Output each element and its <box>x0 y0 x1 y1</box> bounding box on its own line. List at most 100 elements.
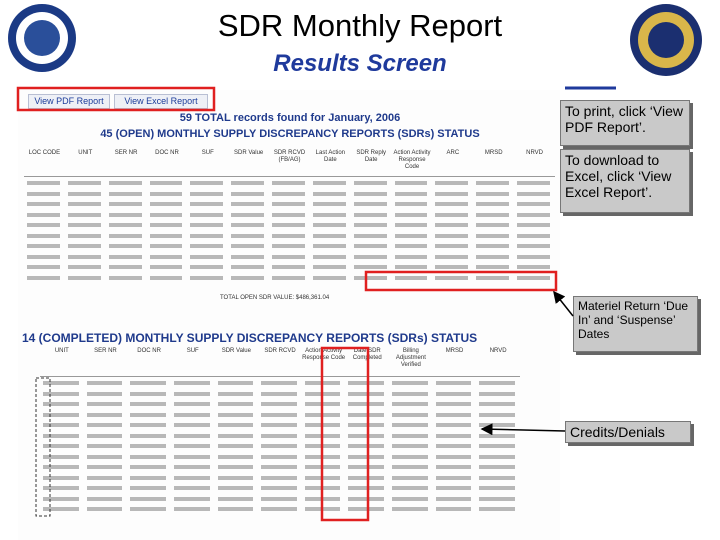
column-header: NRVD <box>489 348 507 354</box>
cell-placeholder <box>149 212 183 217</box>
cell-placeholder <box>27 223 60 227</box>
cell-placeholder <box>108 254 142 259</box>
cell-placeholder <box>353 275 387 280</box>
cell-placeholder <box>173 391 210 396</box>
cell-placeholder <box>217 412 254 417</box>
cell-placeholder <box>517 212 550 217</box>
cell-placeholder <box>435 254 469 259</box>
cell-placeholder <box>435 507 472 511</box>
cell-placeholder <box>130 496 166 501</box>
cell-placeholder <box>517 275 550 280</box>
cell-placeholder <box>261 412 297 417</box>
cell-placeholder <box>261 433 297 438</box>
right-logo <box>630 4 702 76</box>
cell-placeholder <box>217 391 254 396</box>
cell-placeholder <box>312 181 346 185</box>
cell-placeholder <box>261 402 297 406</box>
cell-placeholder <box>392 444 428 448</box>
cell-placeholder <box>435 244 469 248</box>
cell-placeholder <box>27 212 60 217</box>
cell-placeholder <box>231 212 265 217</box>
excel-button[interactable]: View Excel Report <box>114 94 208 109</box>
cell-placeholder <box>517 265 550 269</box>
cell-placeholder <box>435 202 469 206</box>
header-rule <box>24 176 555 177</box>
cell-placeholder <box>261 381 297 385</box>
cell-placeholder <box>173 486 210 490</box>
column-header: SUF <box>201 150 214 156</box>
pdf-button[interactable]: View PDF Report <box>28 94 110 109</box>
cell-placeholder <box>261 444 297 448</box>
cell-placeholder <box>108 265 142 269</box>
cell-placeholder <box>272 202 305 206</box>
cell-placeholder <box>392 465 428 469</box>
cell-placeholder <box>149 191 183 196</box>
cell-placeholder <box>476 191 510 196</box>
cell-placeholder <box>108 212 142 217</box>
cell-placeholder <box>27 191 60 196</box>
cell-placeholder <box>217 507 254 511</box>
cell-placeholder <box>517 223 550 227</box>
cell-placeholder <box>353 254 387 259</box>
cell-placeholder <box>435 454 472 459</box>
cell-placeholder <box>173 444 210 448</box>
cell-placeholder <box>27 233 60 238</box>
cell-placeholder <box>130 475 166 480</box>
cell-placeholder <box>261 475 297 480</box>
cell-placeholder <box>173 454 210 459</box>
cell-placeholder <box>43 507 79 511</box>
cell-placeholder <box>261 465 297 469</box>
cell-placeholder <box>27 244 60 248</box>
cell-placeholder <box>190 265 224 269</box>
cell-placeholder <box>43 486 79 490</box>
cell-placeholder <box>479 423 515 427</box>
column-header: LOC CODE <box>28 150 61 156</box>
subtitle: Results Screen <box>273 50 447 77</box>
cell-placeholder <box>261 423 297 427</box>
cell-placeholder <box>353 181 387 185</box>
cell-placeholder <box>435 265 469 269</box>
cell-placeholder <box>476 202 510 206</box>
cell-placeholder <box>348 475 385 480</box>
cell-placeholder <box>312 275 346 280</box>
cell-placeholder <box>435 423 472 427</box>
cell-placeholder <box>272 275 305 280</box>
column-header: MRSD <box>445 348 464 354</box>
cell-placeholder <box>217 496 254 501</box>
cell-placeholder <box>149 223 183 227</box>
cell-placeholder <box>149 254 183 259</box>
cell-placeholder <box>217 423 254 427</box>
cell-placeholder <box>272 254 305 259</box>
cell-placeholder <box>108 202 142 206</box>
cell-placeholder <box>479 475 515 480</box>
cell-placeholder <box>479 486 515 490</box>
cell-placeholder <box>149 244 183 248</box>
cell-placeholder <box>348 444 385 448</box>
cell-placeholder <box>173 402 210 406</box>
cell-placeholder <box>435 212 469 217</box>
cell-placeholder <box>130 507 166 511</box>
cell-placeholder <box>43 475 79 480</box>
cell-placeholder <box>86 496 123 501</box>
cell-placeholder <box>348 423 385 427</box>
cell-placeholder <box>348 381 385 385</box>
cell-placeholder <box>108 181 142 185</box>
cell-placeholder <box>86 391 123 396</box>
cell-placeholder <box>108 191 142 196</box>
cell-placeholder <box>173 496 210 501</box>
cell-placeholder <box>231 275 265 280</box>
cell-placeholder <box>392 402 428 406</box>
cell-placeholder <box>476 275 510 280</box>
cell-placeholder <box>348 412 385 417</box>
cell-placeholder <box>392 381 428 385</box>
cell-placeholder <box>217 402 254 406</box>
cell-placeholder <box>130 381 166 385</box>
cell-placeholder <box>479 402 515 406</box>
cell-placeholder <box>394 275 428 280</box>
column-header: SDR Reply Date <box>356 150 387 163</box>
column-header: SER NR <box>94 348 117 354</box>
cell-placeholder <box>435 465 472 469</box>
cell-placeholder <box>435 381 472 385</box>
